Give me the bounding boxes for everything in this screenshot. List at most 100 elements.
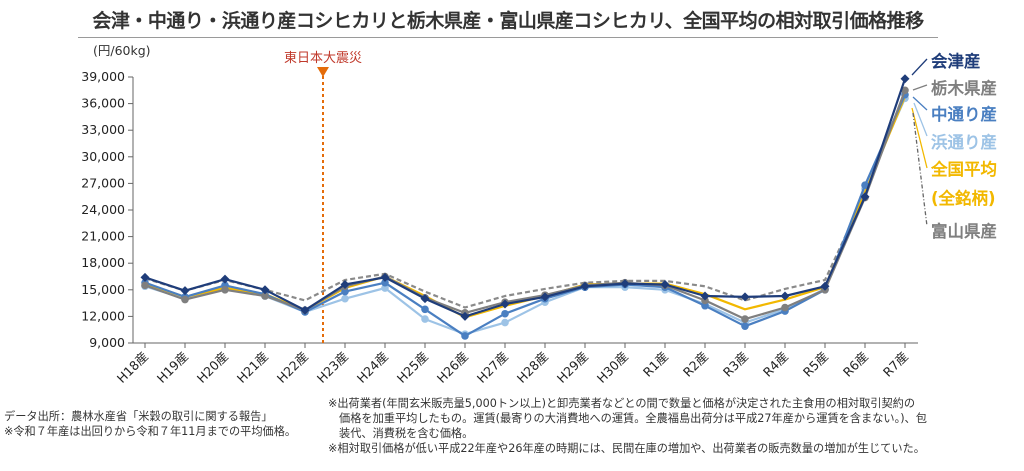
data-point: [741, 315, 749, 323]
y-tick-label: 15,000: [81, 282, 125, 297]
x-tick-label: H26産: [434, 349, 471, 386]
legend-label: (全銘柄): [931, 188, 996, 208]
source-note: データ出所：農林水産省「米穀の取引に関する報告」: [4, 410, 273, 423]
x-tick-label: H20産: [194, 349, 231, 386]
data-point: [181, 295, 189, 304]
series-line: [144, 92, 907, 309]
data-point: [461, 332, 469, 340]
y-tick-label: 12,000: [81, 308, 125, 323]
series-line: [144, 94, 907, 337]
data-point: [781, 303, 789, 312]
x-tick-label: R1産: [640, 349, 671, 380]
y-tick-label: 39,000: [81, 69, 125, 84]
legend-leader-line: [911, 58, 928, 76]
y-tick-label: 30,000: [81, 149, 125, 164]
legend-label: 中通り産: [931, 104, 997, 124]
x-tick-label: R2産: [680, 349, 711, 380]
x-tick-label: R3産: [720, 349, 751, 380]
legend-leader-line: [911, 107, 928, 169]
legend-label: 会津産: [931, 51, 981, 71]
x-tick-label: H28産: [514, 349, 551, 386]
series-lines: [140, 74, 910, 340]
legend-label: 栃木県産: [931, 78, 997, 98]
series-line: [144, 96, 907, 319]
data-point: [700, 291, 710, 301]
x-tick-label: H27産: [474, 349, 511, 386]
x-tick-label: H19産: [154, 349, 191, 386]
chart-title: 会津・中通り・浜通り産コシヒカリと栃木県産・富山県産コシヒカリ、全国平均の相対取…: [92, 10, 924, 32]
y-tick-label: 27,000: [81, 175, 125, 190]
legend-leader-line: [913, 102, 928, 137]
data-point: [140, 272, 150, 282]
data-point: [860, 192, 870, 202]
y-tick-label: 9,000: [89, 335, 125, 350]
y-tick-label: 24,000: [81, 202, 125, 217]
data-point: [221, 286, 229, 294]
y-axis-unit-label: (円/60kg): [93, 43, 151, 58]
data-point: [820, 281, 830, 291]
x-tick-label: R7産: [880, 349, 911, 380]
x-tick-label: H21産: [234, 349, 271, 386]
data-point: [500, 299, 510, 309]
title-underline: [78, 37, 938, 38]
legend-label: 富山県産: [931, 221, 997, 241]
footnote-line: 価格を加重平均したもの。運賃(最寄りの大消費地への運賃。全農福島出荷分は平成27…: [339, 412, 927, 425]
data-point: [861, 181, 869, 189]
data-point: [701, 301, 709, 310]
data-point: [501, 309, 509, 318]
source-notes: データ出所：農林水産省「米穀の取引に関する報告」 ※令和７年産は出回りから令和７…: [4, 409, 296, 439]
footnote-line: ※出荷業者(年間玄米販売量5,000トン以上)と卸売業者などとの間で数量と価格が…: [328, 397, 916, 410]
x-tick-label: H18産: [114, 349, 151, 386]
data-point: [260, 285, 270, 295]
data-point: [381, 284, 389, 292]
legend-leader-line: [912, 84, 928, 91]
data-point: [341, 287, 349, 296]
data-point: [780, 291, 790, 301]
y-tick-label: 18,000: [81, 255, 125, 270]
data-point: [580, 281, 590, 291]
x-tick-label: H29産: [554, 349, 591, 386]
y-tick-label: 33,000: [81, 122, 125, 137]
data-point: [900, 74, 910, 84]
data-point: [740, 292, 750, 302]
data-point: [421, 315, 429, 323]
legend-label: 全国平均: [930, 159, 997, 179]
data-point: [421, 305, 429, 314]
data-point: [300, 305, 310, 315]
data-point: [741, 322, 749, 330]
data-point: [180, 286, 190, 296]
footnote-line: ※相対取引価格が低い平成22年産や26年産の時期には、民間在庫の増加や、出荷業者…: [328, 442, 925, 455]
footnotes: ※出荷業者(年間玄米販売量5,000トン以上)と卸売業者などとの間で数量と価格が…: [328, 396, 1018, 456]
y-tick-label: 21,000: [81, 229, 125, 244]
x-tick-label: H24産: [354, 349, 391, 386]
x-tick-label: H22産: [274, 349, 311, 386]
x-tick-label: R5産: [800, 349, 831, 380]
data-point: [141, 281, 149, 290]
data-point: [901, 86, 909, 95]
data-point: [501, 318, 509, 327]
data-point: [420, 294, 430, 304]
data-point: [620, 279, 630, 289]
x-tick-label: R4産: [760, 349, 791, 380]
data-point: [340, 279, 350, 289]
data-point: [220, 274, 230, 284]
data-point: [460, 311, 470, 321]
x-tick-label: H30産: [594, 349, 631, 386]
footnote-line: 装代、消費税を含む価格。: [339, 427, 474, 440]
legend-leader-line: [912, 96, 928, 111]
data-point: [660, 279, 670, 289]
data-point: [381, 278, 389, 287]
period-note: ※令和７年産は出回りから令和７年11月までの平均価格。: [4, 425, 297, 438]
axes: 9,000 12,000 15,000 18,000 21,000 24,000 27,00…: [81, 69, 918, 386]
x-tick-label: R6産: [840, 349, 871, 380]
data-point: [380, 272, 390, 282]
series-line: [144, 89, 907, 321]
legend-label: 浜通り産: [931, 132, 997, 152]
annotation-marker: [317, 67, 329, 77]
annotation-label: 東日本大震災: [284, 50, 362, 66]
data-point: [261, 292, 269, 300]
x-tick-label: H25産: [394, 349, 431, 386]
data-point: [341, 294, 349, 303]
